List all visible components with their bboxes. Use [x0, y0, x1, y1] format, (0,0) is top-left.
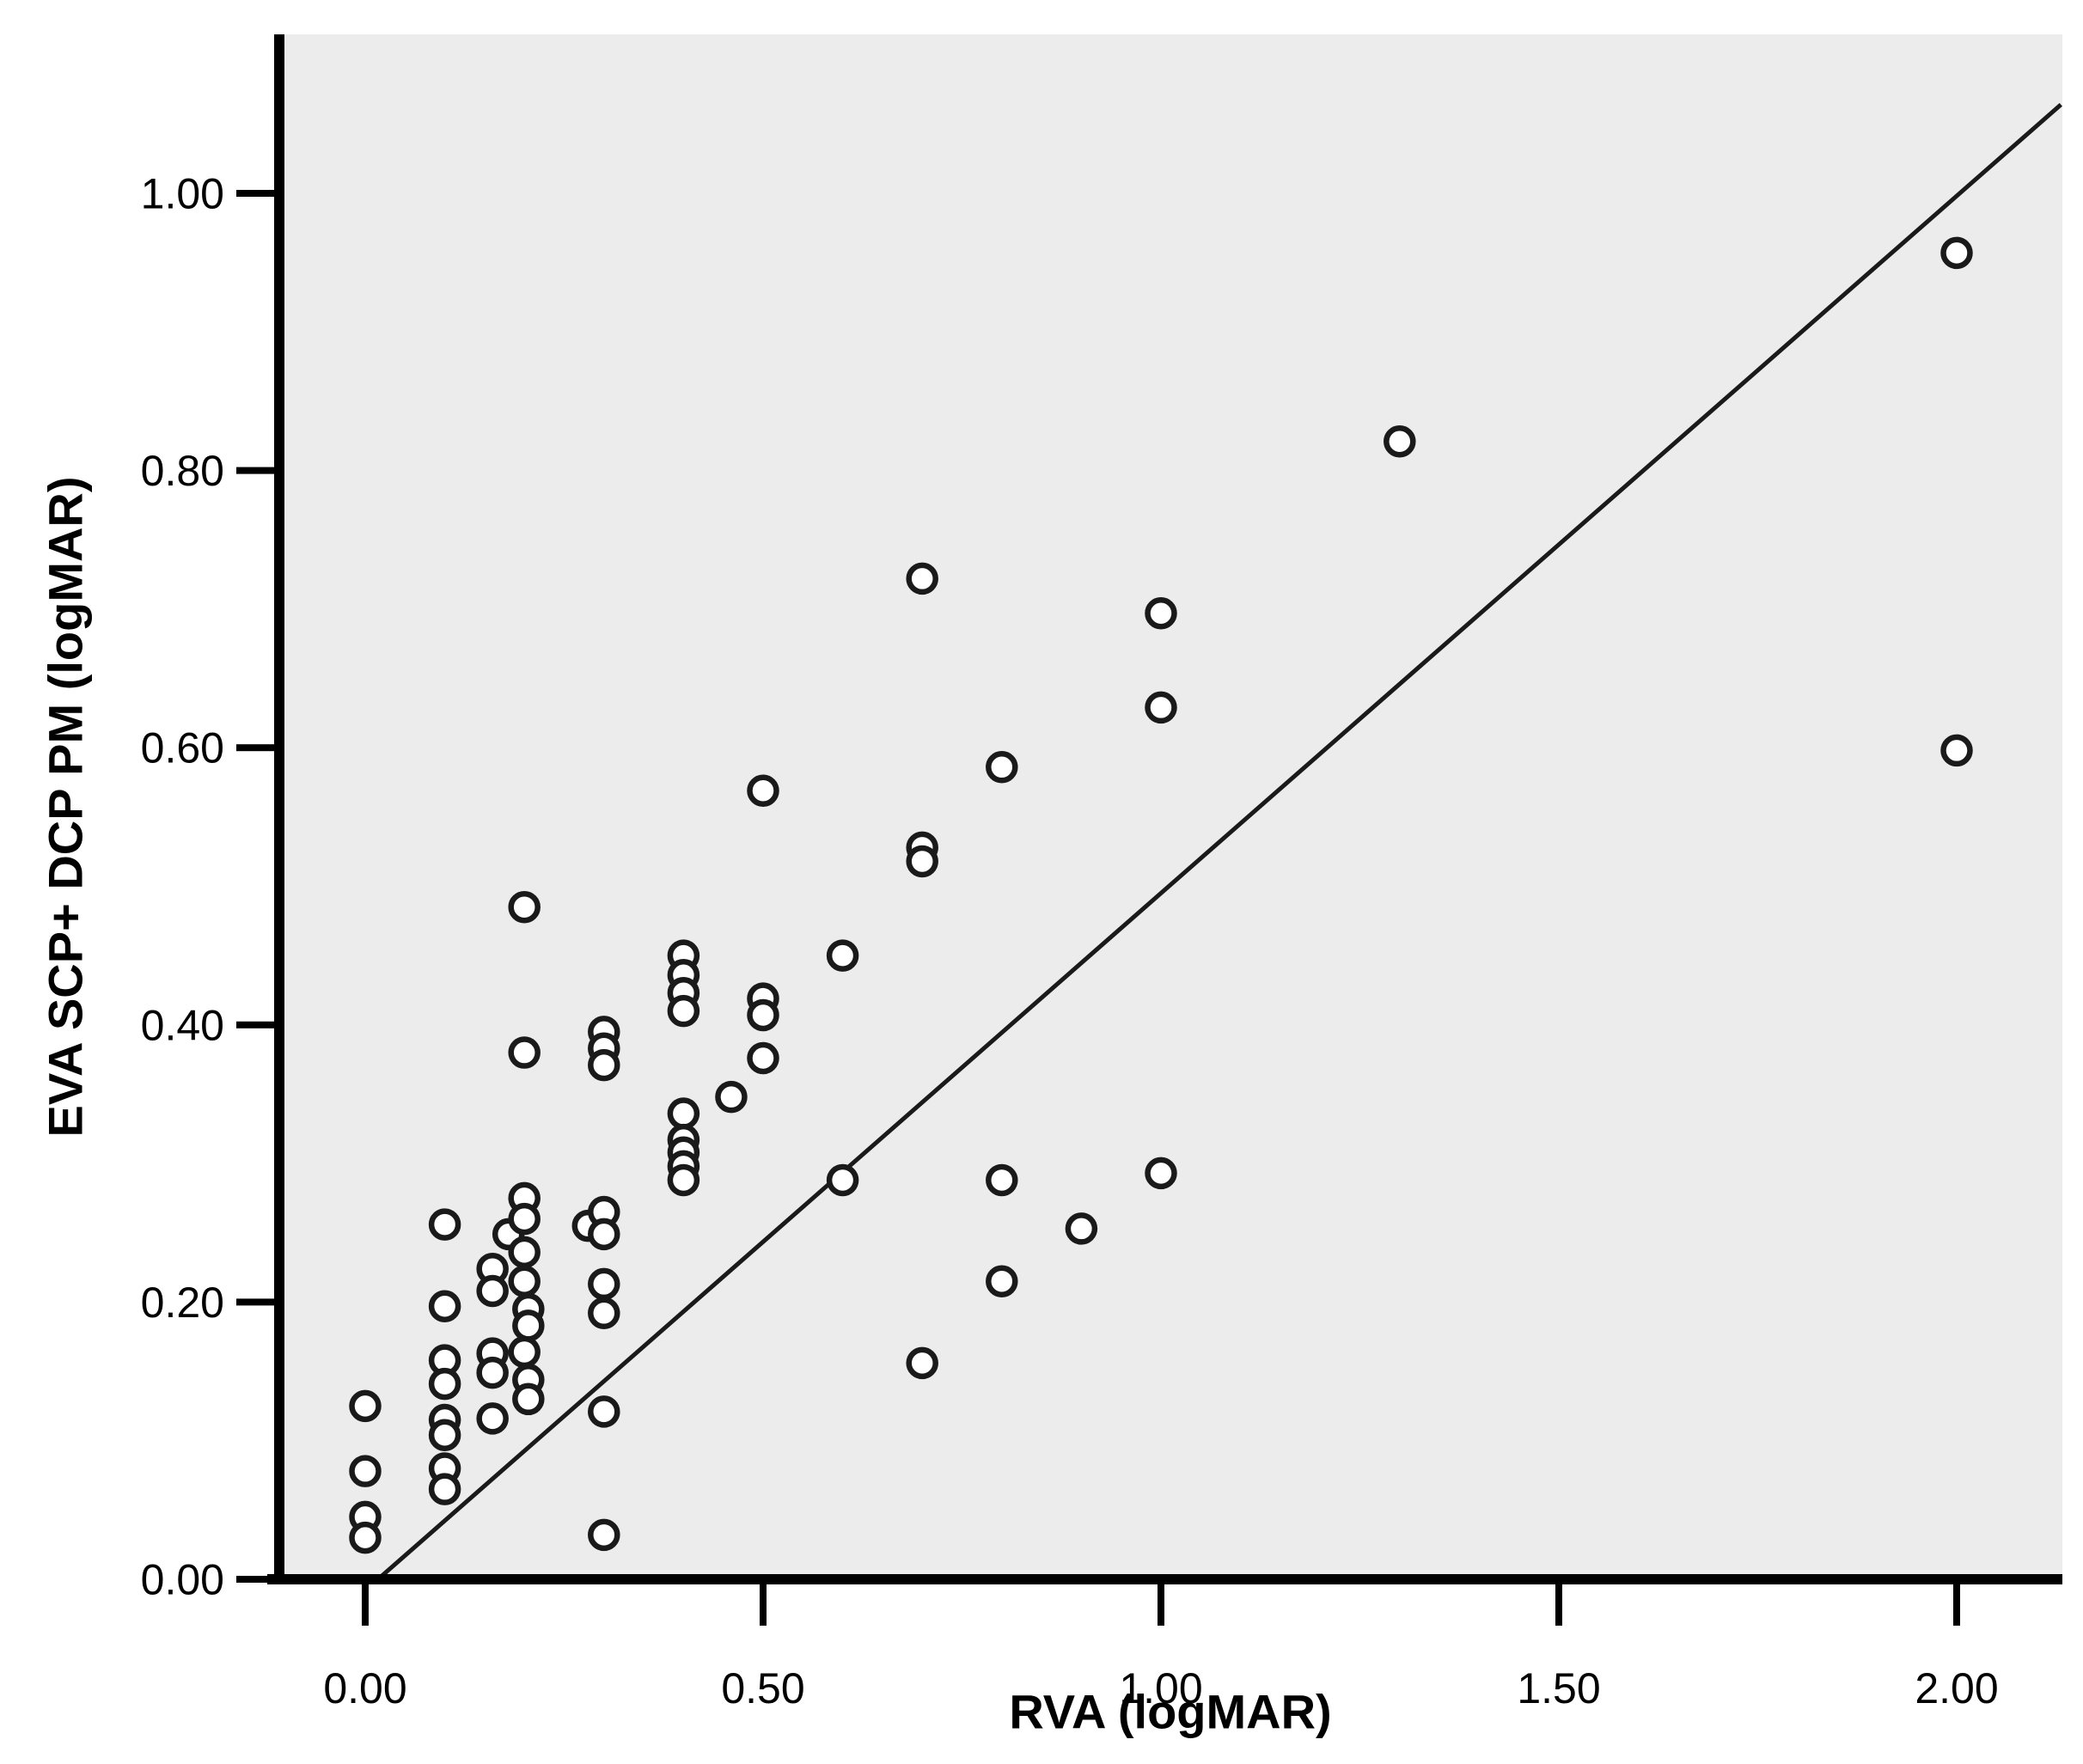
- y-axis-line: [274, 34, 284, 1584]
- scatter-point: [428, 1367, 461, 1401]
- scatter-point: [508, 1335, 541, 1369]
- scatter-point: [428, 1290, 461, 1322]
- scatter-point: [588, 1297, 620, 1330]
- scatter-point: [747, 1041, 779, 1075]
- scatter-point: [986, 1265, 1018, 1297]
- scatter-point: [667, 994, 700, 1028]
- y-tick: [236, 744, 274, 752]
- y-tick-label: 1.00: [141, 170, 224, 218]
- scatter-point: [349, 1389, 382, 1423]
- scatter-point: [747, 774, 779, 807]
- x-tick-label: 0.50: [721, 1664, 804, 1712]
- scatter-point: [1384, 424, 1416, 458]
- scatter-point: [826, 939, 859, 972]
- y-tick: [236, 190, 274, 197]
- scatter-point: [349, 1455, 382, 1487]
- scatter-point: [667, 1163, 700, 1197]
- x-tick: [760, 1584, 767, 1626]
- plot-area-background: [279, 34, 2062, 1579]
- scatter-point: [588, 1395, 620, 1428]
- x-tick-label: 1.00: [1119, 1664, 1202, 1712]
- scatter-point: [1065, 1212, 1098, 1245]
- scatter-point: [428, 1208, 461, 1241]
- x-tick: [1555, 1584, 1562, 1626]
- scatter-point: [1145, 691, 1177, 724]
- scatter-point: [906, 1346, 938, 1380]
- scatter-point: [1145, 1157, 1177, 1190]
- x-axis-line: [267, 1574, 2062, 1584]
- y-tick: [236, 1298, 274, 1306]
- x-tick: [362, 1584, 369, 1626]
- scatter-point: [508, 890, 541, 924]
- scatter-point: [508, 1036, 541, 1069]
- scatter-point: [906, 562, 938, 595]
- y-tick: [236, 1576, 274, 1583]
- scatter-point: [747, 998, 779, 1032]
- scatter-point: [512, 1383, 545, 1416]
- x-axis-title: RVA (logMAR): [1009, 1684, 1332, 1739]
- y-tick: [236, 1021, 274, 1028]
- scatter-point: [667, 1097, 700, 1130]
- scatter-point: [588, 1218, 620, 1251]
- scatter-point: [508, 1236, 541, 1269]
- x-tick-label: 0.00: [323, 1664, 406, 1712]
- y-tick-label: 0.40: [141, 1001, 224, 1049]
- scatter-point: [1940, 734, 1973, 767]
- scatter-point: [1940, 236, 1973, 270]
- scatter-point: [588, 1518, 620, 1552]
- y-tick-label: 0.80: [141, 447, 224, 495]
- y-tick: [236, 467, 274, 474]
- scatter-point: [906, 845, 938, 878]
- scatter-point: [826, 1163, 859, 1197]
- scatter-point: [476, 1274, 509, 1308]
- scatter-point: [715, 1080, 748, 1114]
- scatter-point: [1145, 596, 1177, 630]
- x-tick-label: 2.00: [1915, 1664, 1998, 1712]
- x-tick-label: 1.50: [1517, 1664, 1600, 1712]
- y-tick-label: 0.20: [141, 1279, 224, 1327]
- scatter-point: [508, 1202, 541, 1236]
- scatter-point: [588, 1048, 620, 1082]
- x-tick: [1158, 1584, 1164, 1626]
- scatter-point: [986, 1163, 1018, 1197]
- y-tick-label: 0.60: [141, 724, 224, 772]
- y-tick-label: 0.00: [141, 1556, 224, 1604]
- scatter-point: [349, 1521, 382, 1554]
- scatter-point: [512, 1309, 545, 1342]
- x-tick: [1953, 1584, 1960, 1626]
- scatter-point: [588, 1267, 620, 1301]
- scatter-point: [428, 1419, 461, 1451]
- scatter-point: [986, 751, 1018, 784]
- y-axis-title: EVA SCP+ DCP PM (logMAR): [38, 476, 93, 1138]
- scatter-point: [508, 1265, 541, 1297]
- scatter-point: [428, 1473, 461, 1505]
- scatter-point: [476, 1356, 509, 1389]
- scatter-point: [476, 1402, 509, 1435]
- fit-line: [376, 102, 2062, 1581]
